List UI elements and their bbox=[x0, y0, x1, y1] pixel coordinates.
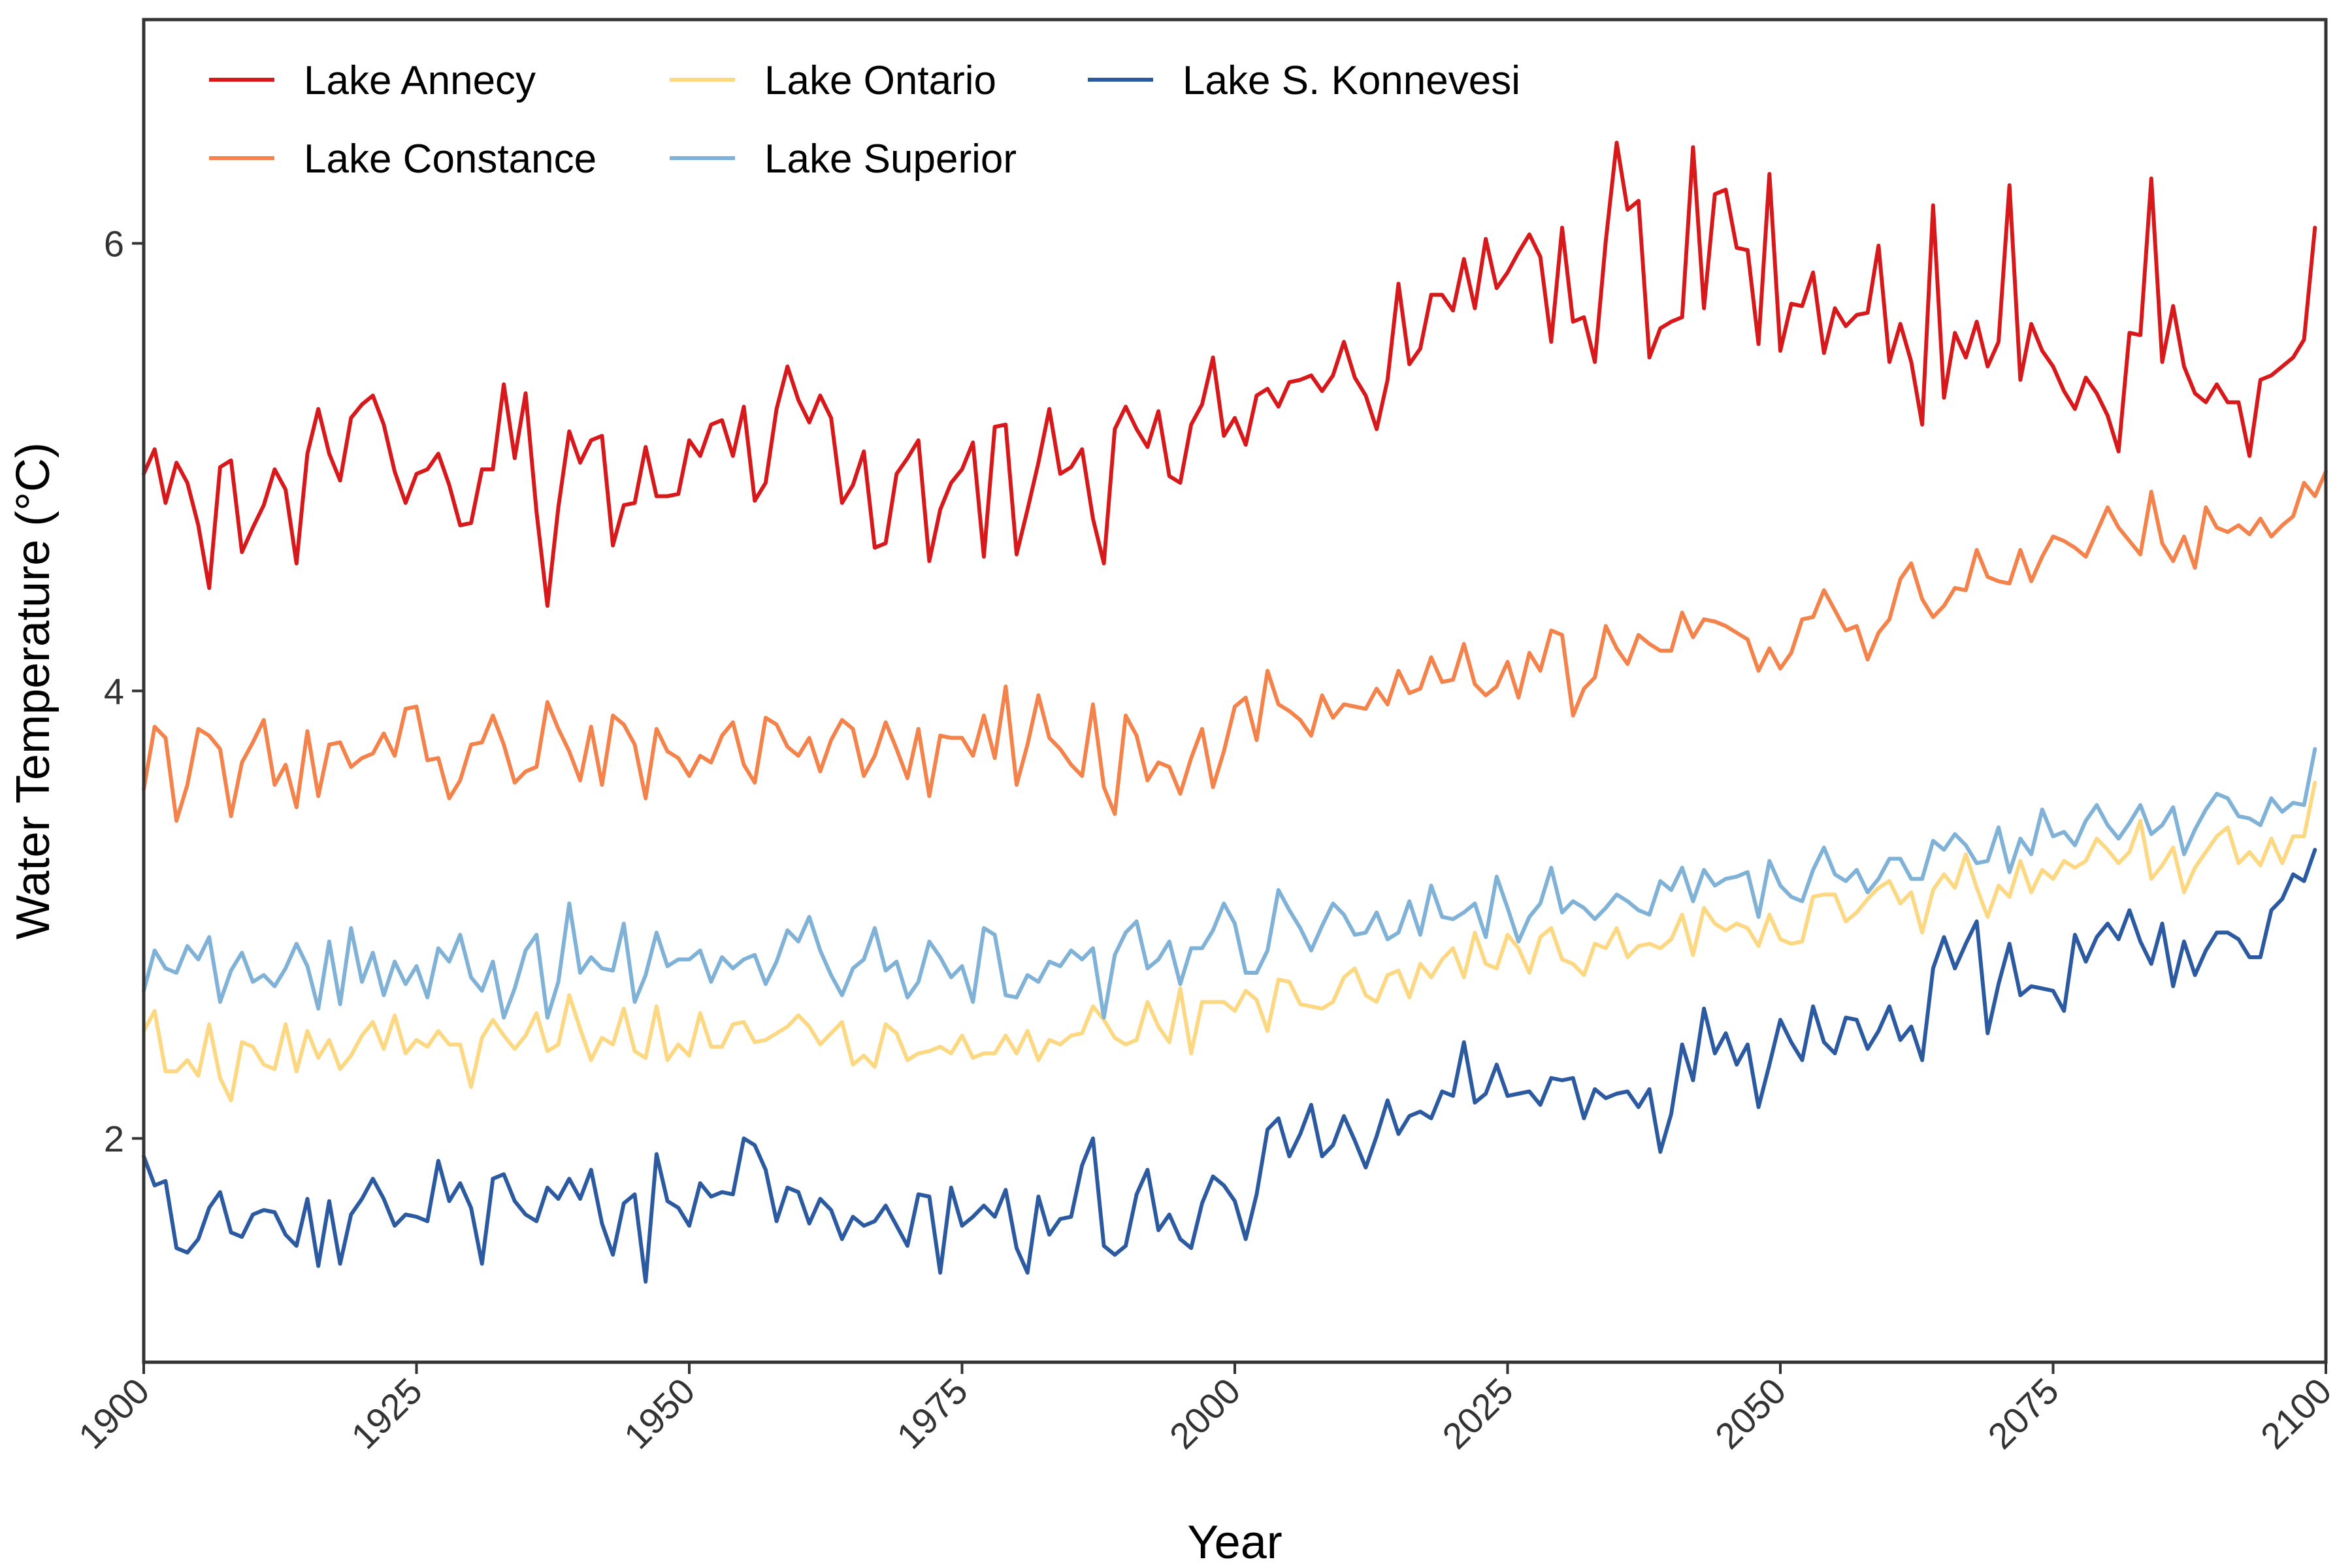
legend-item: Lake Constance bbox=[209, 137, 596, 182]
series-line-1 bbox=[142, 469, 2328, 823]
legend-label: Lake Constance bbox=[304, 137, 596, 182]
y-tick-label: 6 bbox=[104, 223, 124, 265]
series-line-3 bbox=[142, 747, 2317, 1020]
x-tick-label: 1950 bbox=[616, 1370, 703, 1457]
x-tick-label: 2050 bbox=[1707, 1370, 1794, 1457]
plot-frame bbox=[142, 18, 2328, 1364]
x-tick-label: 1925 bbox=[343, 1370, 430, 1457]
y-tick-label: 2 bbox=[104, 1119, 124, 1160]
x-tick-label: 2025 bbox=[1434, 1370, 1521, 1457]
legend-item: Lake Superior bbox=[670, 137, 1017, 182]
x-tick-label: 1975 bbox=[889, 1370, 975, 1457]
legend-label: Lake Ontario bbox=[764, 58, 996, 103]
legend-item: Lake Ontario bbox=[670, 58, 996, 103]
series-line-4 bbox=[142, 847, 2317, 1284]
x-tick-label: 2075 bbox=[1980, 1370, 2066, 1457]
x-tick-label: 2100 bbox=[2253, 1370, 2340, 1457]
x-axis-title: Year bbox=[1187, 1516, 1282, 1568]
series-lines bbox=[142, 140, 2328, 1284]
y-axis-title: Water Temperature (°C) bbox=[7, 442, 59, 939]
series-line-2 bbox=[142, 780, 2317, 1103]
y-tick-label: 4 bbox=[104, 671, 124, 712]
legend-item: Lake Annecy bbox=[209, 58, 536, 103]
legend-label: Lake Annecy bbox=[304, 58, 536, 103]
legend-label: Lake Superior bbox=[764, 137, 1017, 182]
legend-label: Lake S. Konnevesi bbox=[1183, 58, 1520, 103]
x-tick-label: 2000 bbox=[1162, 1370, 1249, 1457]
legend-item: Lake S. Konnevesi bbox=[1088, 58, 1520, 103]
series-line-0 bbox=[142, 140, 2317, 608]
legend: Lake Annecy Lake Constance Lake Ontario Lak… bbox=[209, 58, 1520, 182]
axis-ticks: 1900 1925 1950 1975 2000 2025 2050 2075 2100 2 4 6 bbox=[71, 223, 2340, 1457]
x-tick-label: 1900 bbox=[71, 1370, 157, 1457]
